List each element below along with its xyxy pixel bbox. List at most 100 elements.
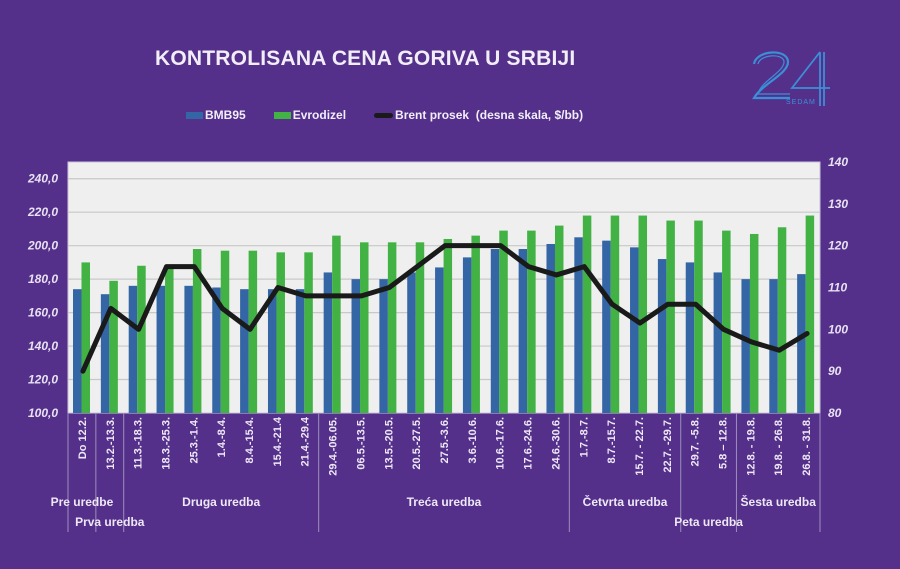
bar-bmb95	[267, 289, 277, 413]
legend-label: Evrodizel	[292, 108, 347, 122]
bar-evrodizel	[248, 250, 258, 413]
bar-bmb95	[490, 249, 500, 413]
bar-bmb95	[184, 285, 193, 413]
x-category-label: Do 12.2.	[77, 417, 89, 459]
bar-evrodizel	[471, 235, 480, 413]
x-category-label: 1.7.-8.7.	[578, 417, 590, 457]
x-category-label: 13.2.-13.3.	[105, 417, 117, 470]
bar-bmb95	[128, 285, 138, 413]
bar-evrodizel	[137, 265, 146, 413]
bar-bmb95	[73, 289, 82, 413]
legend: BMB95 Evrodizel Brent prosek (desna skal…	[186, 108, 611, 122]
bar-evrodizel	[805, 215, 815, 413]
group-label: Druga uredba	[182, 495, 260, 509]
x-category-label: 22.7. -29.7.	[662, 417, 674, 473]
x-category-label: 8.4.-15.4.	[244, 417, 256, 463]
x-category-label: 10.6.-17.6.	[495, 417, 507, 470]
bar-bmb95	[574, 237, 583, 413]
x-category-label: 17.6.-24.6.	[523, 417, 535, 470]
bar-evrodizel	[415, 242, 425, 413]
legend-swatch-evrodizel	[273, 111, 291, 119]
x-category-label: 29.4.-06.05.	[328, 417, 340, 476]
bar-bmb95	[685, 262, 695, 413]
bar-evrodizel	[192, 249, 202, 413]
bar-bmb95	[741, 279, 750, 413]
x-category-label: 5.8 – 12.8.	[718, 417, 730, 469]
x-category-label: 12.8. - 19.8.	[745, 417, 757, 476]
group-label: Četvrta uredba	[583, 494, 668, 509]
bar-evrodizel	[304, 252, 313, 413]
y-right-tick-label: 110	[828, 281, 847, 295]
y-right-tick-label: 100	[828, 322, 848, 336]
x-category-label: 20.5.-27.5.	[411, 417, 423, 470]
x-category-label: 11.3.-18.3.	[133, 417, 145, 469]
bar-evrodizel	[749, 233, 759, 413]
bar-evrodizel	[360, 242, 369, 413]
y-left-tick-label: 120,0	[28, 373, 58, 387]
bar-bmb95	[713, 272, 723, 413]
bar-evrodizel	[666, 220, 675, 413]
bar-bmb95	[657, 259, 667, 413]
bar-evrodizel	[81, 262, 90, 413]
x-category-label: 15.7. - 22.7.	[634, 417, 646, 476]
x-category-label: 13.5.-20.5.	[383, 417, 395, 470]
bar-bmb95	[546, 243, 555, 413]
bar-bmb95	[379, 279, 388, 413]
bar-bmb95	[323, 272, 333, 413]
bar-bmb95	[212, 287, 221, 413]
legend-item-bmb95: BMB95	[186, 108, 246, 122]
bar-bmb95	[462, 257, 472, 413]
bar-bmb95	[797, 274, 806, 413]
sedam24-logo: SEDAM	[752, 51, 830, 106]
y-left-tick-label: 140,0	[28, 339, 58, 353]
x-category-label: 18.3.-25.3.	[160, 417, 172, 470]
bar-evrodizel	[109, 280, 118, 413]
y-left-tick-label: 200,0	[27, 239, 58, 253]
bar-evrodizel	[554, 225, 564, 413]
bar-bmb95	[407, 272, 416, 413]
group-label: Prva uredba	[75, 515, 145, 529]
bar-evrodizel	[499, 230, 508, 413]
bar-bmb95	[630, 247, 639, 413]
bar-evrodizel	[777, 227, 787, 413]
group-label: Treća uredba	[407, 495, 482, 509]
bar-bmb95	[156, 285, 166, 413]
y-left-tick-label: 220,0	[27, 205, 58, 219]
legend-label: BMB95	[205, 108, 246, 122]
bar-bmb95	[602, 240, 611, 413]
legend-item-evrodizel: Evrodizel	[273, 108, 347, 122]
bar-evrodizel	[582, 215, 592, 413]
x-category-label: 15.4.-21.4	[272, 416, 284, 466]
legend-swatch-brent	[374, 112, 394, 118]
bar-bmb95	[518, 249, 528, 413]
bar-evrodizel	[332, 235, 341, 413]
chart-title: KONTROLISANA CENA GORIVA U SRBIJI	[155, 47, 576, 70]
bar-evrodizel	[722, 230, 731, 413]
x-category-label: 24.6.-30.6.	[550, 417, 562, 470]
x-category-label: 06.5.-13.5.	[355, 417, 367, 470]
y-right-tick-label: 90	[828, 364, 842, 378]
bar-evrodizel	[610, 215, 620, 413]
x-category-label: 19.8. - 26.8.	[773, 417, 785, 476]
logo-subtext: SEDAM	[786, 99, 816, 106]
bar-evrodizel	[527, 230, 536, 413]
bar-evrodizel	[443, 238, 453, 413]
bar-evrodizel	[387, 242, 397, 413]
bar-bmb95	[240, 289, 249, 413]
x-category-label: 8.7.-15.7.	[606, 417, 618, 463]
legend-swatch-bmb95	[186, 111, 203, 119]
x-category-label: 21.4.-29.4	[300, 416, 312, 466]
group-label: Peta uredba	[674, 515, 743, 529]
y-right-tick-label: 140	[828, 155, 848, 169]
bar-evrodizel	[276, 252, 285, 413]
x-category-label: 1.4.-8.4.	[216, 417, 228, 457]
y-left-tick-label: 100,0	[28, 406, 58, 420]
y-left-tick-label: 240,0	[27, 172, 58, 186]
y-right-tick-label: 130	[828, 197, 848, 211]
x-category-label: 26.8. - 31.8.	[801, 417, 813, 476]
bar-bmb95	[351, 279, 361, 413]
x-category-label: 27.5.-3.6.	[439, 417, 451, 463]
group-label: Šesta uredba	[741, 494, 817, 509]
y-left-tick-label: 160,0	[28, 306, 58, 320]
